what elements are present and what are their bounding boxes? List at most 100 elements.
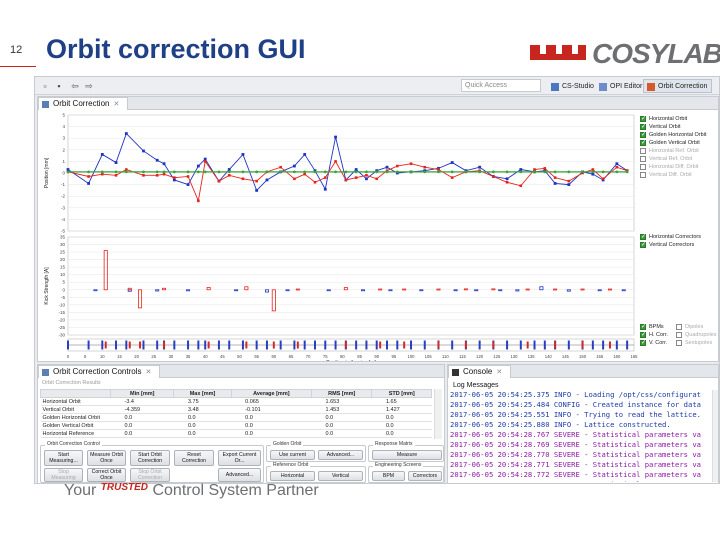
legend-checkbox[interactable]: [640, 164, 646, 170]
orbit-point: [567, 183, 571, 186]
console-scrollbar[interactable]: [712, 390, 718, 482]
legend-checkbox[interactable]: [640, 115, 646, 123]
corrector-marker: [437, 341, 440, 349]
corrector-bar: [515, 289, 520, 292]
x-axis-label: Position in the ring [m]: [326, 360, 376, 361]
bpm-screen-button[interactable]: BPM: [372, 471, 405, 481]
table-row[interactable]: Golden Vertical Orbit 0.0 0.0 0.0 0.0 0.0: [40, 421, 432, 430]
use-current-button[interactable]: Use current: [270, 450, 315, 460]
stop-orbit-correction-button[interactable]: Stop Orbit Correction: [130, 468, 170, 482]
legend-checkbox[interactable]: [640, 241, 646, 249]
bpm-marker: [265, 340, 268, 350]
stop-measuring-button[interactable]: Stop Measuring: [44, 468, 83, 482]
export-current-orbit-button[interactable]: Export Current Or...: [218, 450, 261, 466]
table-row[interactable]: Vertical Orbit -4.359 3.48 -0.101 1.453 1.427: [40, 405, 432, 414]
tab-console[interactable]: Console ✕: [448, 365, 512, 378]
table-row[interactable]: Golden Horizontal Orbit 0.0 0.0 0.0 0.0 0.0: [40, 413, 432, 422]
start-orbit-correction-button[interactable]: Start Orbit Correction: [130, 450, 170, 466]
orbit-point: [142, 174, 145, 177]
tab-orbit-correction[interactable]: Orbit Correction ✕: [38, 97, 129, 110]
legend-item[interactable]: Dipoles: [676, 323, 718, 331]
close-icon[interactable]: ✕: [113, 101, 120, 108]
close-icon[interactable]: ✕: [145, 369, 152, 376]
legend-checkbox[interactable]: [640, 172, 646, 178]
y-tick-label: -10: [58, 302, 65, 307]
corrector-marker: [344, 341, 347, 349]
orbit-point: [365, 177, 368, 181]
corrector-bar: [127, 287, 132, 291]
y-tick-label: -1: [61, 182, 65, 187]
column-header[interactable]: Min [mm]: [109, 389, 175, 398]
legend-item[interactable]: Horizontal Correctors: [640, 233, 701, 241]
legend-item[interactable]: BPMs: [640, 323, 676, 331]
golden-advanced-button[interactable]: Advanced...: [318, 450, 363, 460]
legend-checkbox[interactable]: [640, 331, 646, 339]
reset-correction-button[interactable]: Reset Correction: [174, 450, 214, 466]
column-header[interactable]: STD [mm]: [371, 389, 432, 398]
corrector-bar: [103, 250, 108, 291]
legend-item[interactable]: Golden Horizontal Orbit: [640, 131, 706, 139]
bpm-marker: [115, 340, 118, 350]
correctors-screen-button[interactable]: Correctors: [408, 471, 442, 481]
slide-tagline: Your TRUSTED Control System Partner: [64, 482, 319, 500]
y-tick-label: 5: [62, 113, 65, 118]
perspective-opi-editor[interactable]: OPI Editor: [595, 79, 647, 93]
orbit-point: [533, 170, 536, 174]
kick-plot-area: [67, 236, 635, 336]
back-icon[interactable]: ⇦: [71, 81, 79, 91]
legend-item[interactable]: Vertical Ref. Orbit: [640, 155, 706, 163]
start-measuring-button[interactable]: Start Measuring...: [44, 450, 83, 466]
corrector-marker: [128, 341, 131, 349]
perspective-orbit-correction[interactable]: Orbit Correction: [643, 79, 713, 93]
forward-icon[interactable]: ⇨: [85, 81, 93, 91]
orbit-point: [334, 170, 337, 174]
legend-checkbox[interactable]: [640, 323, 646, 331]
new-icon[interactable]: ▫: [43, 81, 47, 91]
table-scrollbar[interactable]: [434, 389, 442, 439]
legend-checkbox[interactable]: [676, 340, 682, 346]
legend-item[interactable]: H. Corr.: [640, 331, 676, 339]
column-header[interactable]: Max [mm]: [173, 389, 232, 398]
perspective-cs-studio[interactable]: CS-Studio: [547, 79, 599, 93]
legend-item[interactable]: Vertical Orbit: [640, 123, 706, 131]
table-row[interactable]: Horizontal Reference 0.0 0.0 0.0 0.0 0.0: [40, 429, 432, 438]
tab-orbit-correction-controls[interactable]: Orbit Correction Controls ✕: [38, 365, 161, 378]
legend-item[interactable]: Horizontal Ref. Orbit: [640, 147, 706, 155]
column-header[interactable]: [40, 389, 111, 398]
legend-checkbox[interactable]: [640, 139, 646, 147]
legend-checkbox[interactable]: [640, 148, 646, 154]
legend-item[interactable]: Vertical Correctors: [640, 241, 701, 249]
legend-item[interactable]: Horizontal Orbit: [640, 115, 706, 123]
column-header[interactable]: RMS [mm]: [310, 389, 373, 398]
legend-checkbox[interactable]: [640, 339, 646, 347]
legend-item[interactable]: Golden Vertical Orbit: [640, 139, 706, 147]
legend-checkbox[interactable]: [676, 332, 682, 338]
corrector-bar: [463, 288, 468, 291]
measure-response-matrix-button[interactable]: Measure: [372, 450, 442, 460]
quick-access-input[interactable]: Quick Access: [461, 79, 541, 92]
legend-item[interactable]: Sextupoles: [676, 339, 718, 347]
correct-orbit-once-button[interactable]: Correct Orbit Once: [87, 468, 126, 482]
close-icon[interactable]: ✕: [496, 369, 503, 376]
column-header[interactable]: Average [mm]: [230, 389, 312, 398]
horizontal-reference-button[interactable]: Horizontal: [270, 471, 315, 481]
legend-item[interactable]: V. Corr.: [640, 339, 676, 347]
legend-checkbox[interactable]: [676, 324, 682, 330]
save-icon[interactable]: ▪: [57, 81, 61, 91]
legend-item[interactable]: Quadrupoles: [676, 331, 718, 339]
legend-checkbox[interactable]: [640, 156, 646, 162]
measure-orbit-once-button[interactable]: Measure Orbit Once: [87, 450, 126, 466]
log-output[interactable]: 2017-06-05 20:54:25.375 INFO - Loading /…: [450, 390, 712, 482]
legend-item[interactable]: Vertical Diff. Orbit: [640, 171, 706, 179]
vertical-reference-button[interactable]: Vertical: [318, 471, 363, 481]
legend-checkbox[interactable]: [640, 123, 646, 131]
advanced-control-button[interactable]: Advanced...: [218, 468, 261, 482]
corrector-marker: [526, 341, 529, 349]
table-cell: -4.359: [110, 405, 174, 414]
legend-item[interactable]: Horizontal Diff. Orbit: [640, 163, 706, 171]
log-line: 2017-06-05 20:54:28.767 SEVERE - Statist…: [450, 430, 701, 439]
orbit-view-icon: [42, 101, 49, 108]
legend-checkbox[interactable]: [640, 233, 646, 241]
table-row[interactable]: Horizontal Orbit -3.4 3.75 0.065 1.653 1.65: [40, 397, 432, 406]
legend-checkbox[interactable]: [640, 131, 646, 139]
